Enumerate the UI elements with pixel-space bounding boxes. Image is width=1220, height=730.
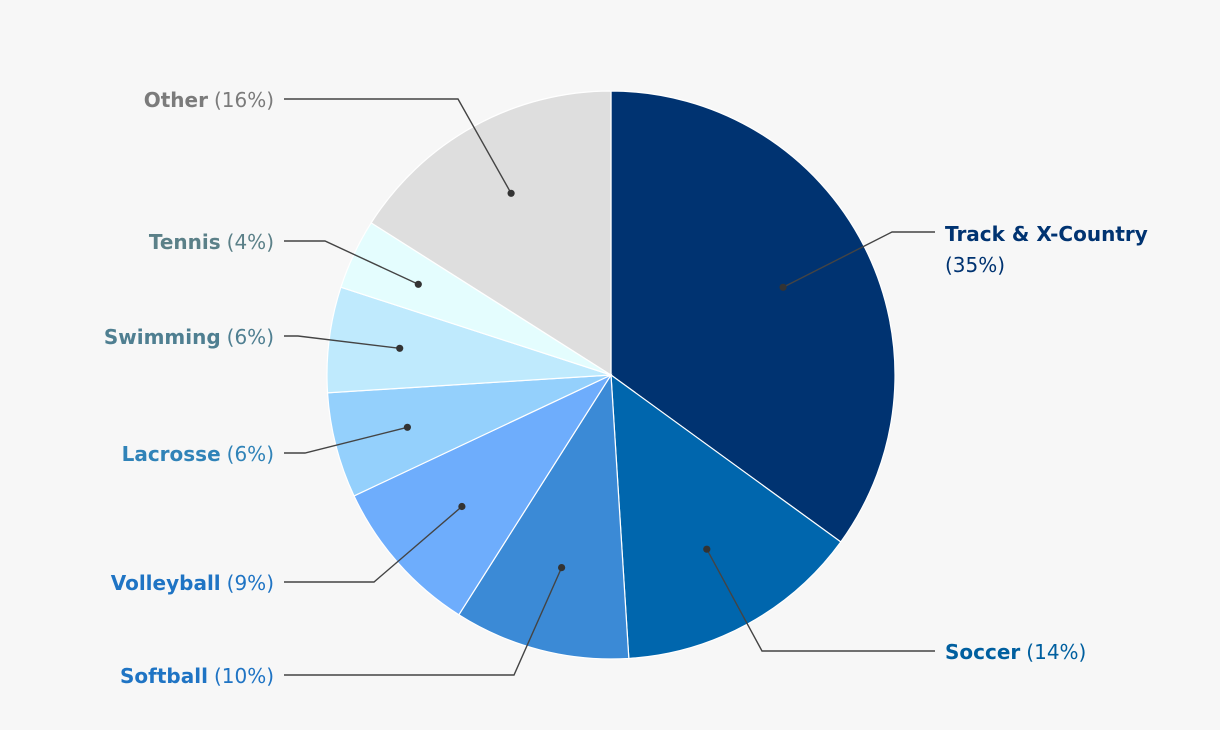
label-soccer-name: Soccer	[945, 640, 1020, 664]
label-volleyball-pct: (9%)	[227, 571, 274, 595]
leader-line-softball	[284, 567, 563, 676]
leader-line-other	[284, 98, 512, 194]
label-volleyball: Volleyball (9%)	[111, 571, 274, 595]
label-lacrosse-pct: (6%)	[227, 442, 274, 466]
pie-slice-softball	[458, 373, 630, 660]
leader-lines	[284, 98, 935, 676]
label-softball-pct: (10%)	[214, 664, 274, 688]
label-tennis-name: Tennis	[149, 230, 221, 254]
label-other: Other (16%)	[144, 88, 274, 112]
pie-slice-other	[370, 90, 612, 377]
label-track-pct: (35%)	[945, 253, 1005, 277]
leader-dot-tennis	[414, 280, 422, 288]
leader-line-track	[782, 231, 935, 288]
label-other-pct: (16%)	[214, 88, 274, 112]
leader-line-soccer	[706, 548, 935, 652]
leader-line-swimming	[284, 335, 400, 349]
label-other-name: Other	[144, 88, 208, 112]
leader-dot-swimming	[396, 344, 404, 352]
label-swimming: Swimming (6%)	[104, 325, 274, 349]
label-soccer-pct: (14%)	[1026, 640, 1086, 664]
label-swimming-pct: (6%)	[227, 325, 274, 349]
label-lacrosse: Lacrosse (6%)	[122, 442, 274, 466]
leader-line-lacrosse	[284, 426, 408, 454]
label-softball: Softball (10%)	[120, 664, 274, 688]
label-tennis: Tennis (4%)	[149, 230, 274, 254]
label-track-name: Track & X-Country	[945, 222, 1148, 246]
leader-dot-softball	[558, 564, 566, 572]
leader-line-tennis	[284, 240, 419, 285]
label-soccer: Soccer (14%)	[945, 640, 1086, 664]
label-lacrosse-name: Lacrosse	[122, 442, 221, 466]
leader-dot-soccer	[703, 545, 711, 553]
leader-dot-other	[507, 189, 515, 197]
label-tennis-pct: (4%)	[227, 230, 274, 254]
label-volleyball-name: Volleyball	[111, 571, 221, 595]
leader-dot-volleyball	[458, 502, 466, 511]
pie-slices	[326, 90, 896, 660]
label-swimming-name: Swimming	[104, 325, 221, 349]
leader-dot-lacrosse	[403, 423, 411, 431]
label-softball-name: Softball	[120, 664, 208, 688]
leader-line-volleyball	[284, 505, 463, 583]
leader-dot-track	[779, 283, 787, 291]
pie-slice-volleyball	[353, 373, 613, 616]
